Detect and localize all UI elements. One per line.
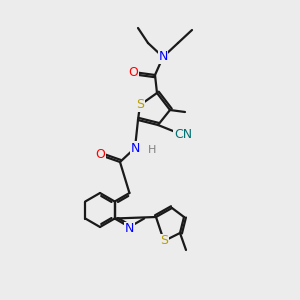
Text: S: S (160, 235, 168, 248)
Text: CN: CN (174, 128, 192, 142)
Text: O: O (128, 65, 138, 79)
Text: S: S (136, 98, 144, 112)
Text: N: N (130, 142, 140, 154)
Text: H: H (148, 145, 156, 155)
Text: N: N (125, 223, 134, 236)
Text: N: N (158, 50, 168, 64)
Text: O: O (95, 148, 105, 161)
